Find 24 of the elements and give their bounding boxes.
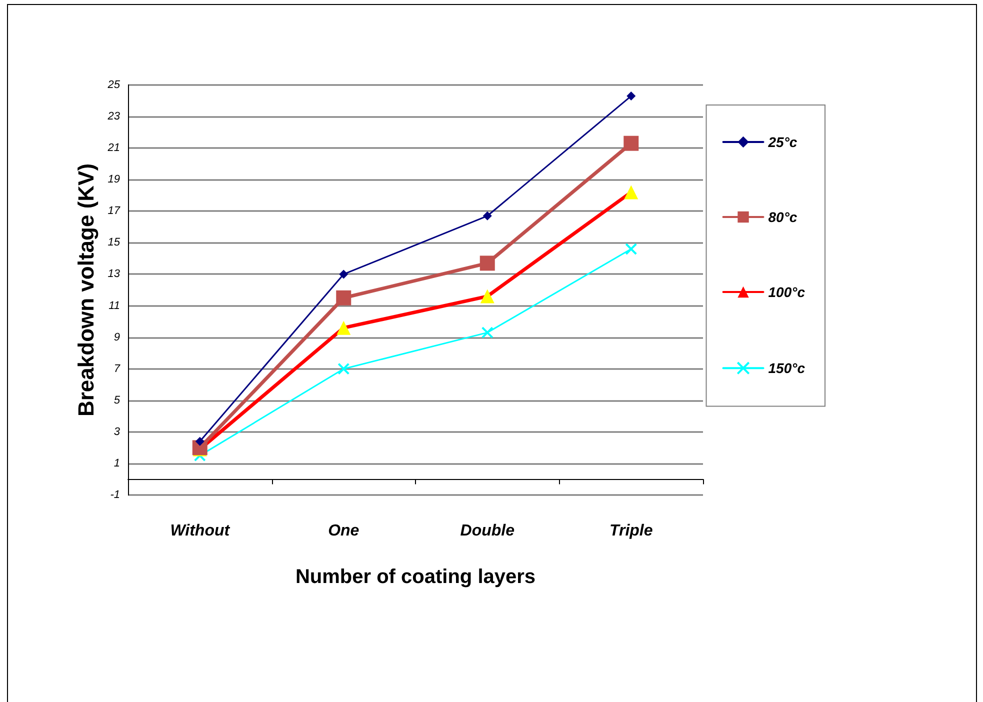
y-tick-label: 11: [108, 300, 120, 312]
legend-label: 100°c: [768, 284, 806, 300]
y-tick-label: 13: [108, 268, 121, 280]
legend-label: 25°c: [767, 134, 798, 150]
y-tick-label: 7: [114, 362, 121, 375]
y-tick-label: 1: [114, 457, 120, 470]
y-tick-label: 15: [108, 236, 121, 249]
y-tick-label: 21: [106, 142, 120, 154]
x-tick-label: Double: [460, 522, 515, 540]
y-tick-label: 5: [114, 394, 121, 406]
y-axis-title: Breakdown voltage (KV): [73, 163, 98, 417]
y-tick-label: 19: [108, 174, 120, 186]
x-tick-label: Triple: [609, 522, 653, 540]
y-tick-label: 25: [106, 79, 121, 91]
y-tick-label: 3: [114, 426, 121, 438]
legend-label: 80°c: [768, 209, 798, 225]
x-tick-label: One: [328, 522, 360, 540]
y-tick-label: 23: [106, 110, 121, 123]
y-tick-label: 17: [108, 205, 121, 218]
x-tick-label: Without: [170, 522, 230, 540]
x-axis-title: Number of coating layers: [295, 566, 536, 588]
y-tick-label: -1: [110, 489, 120, 501]
legend-label: 150°c: [768, 360, 806, 376]
y-tick-label: 9: [114, 331, 120, 344]
